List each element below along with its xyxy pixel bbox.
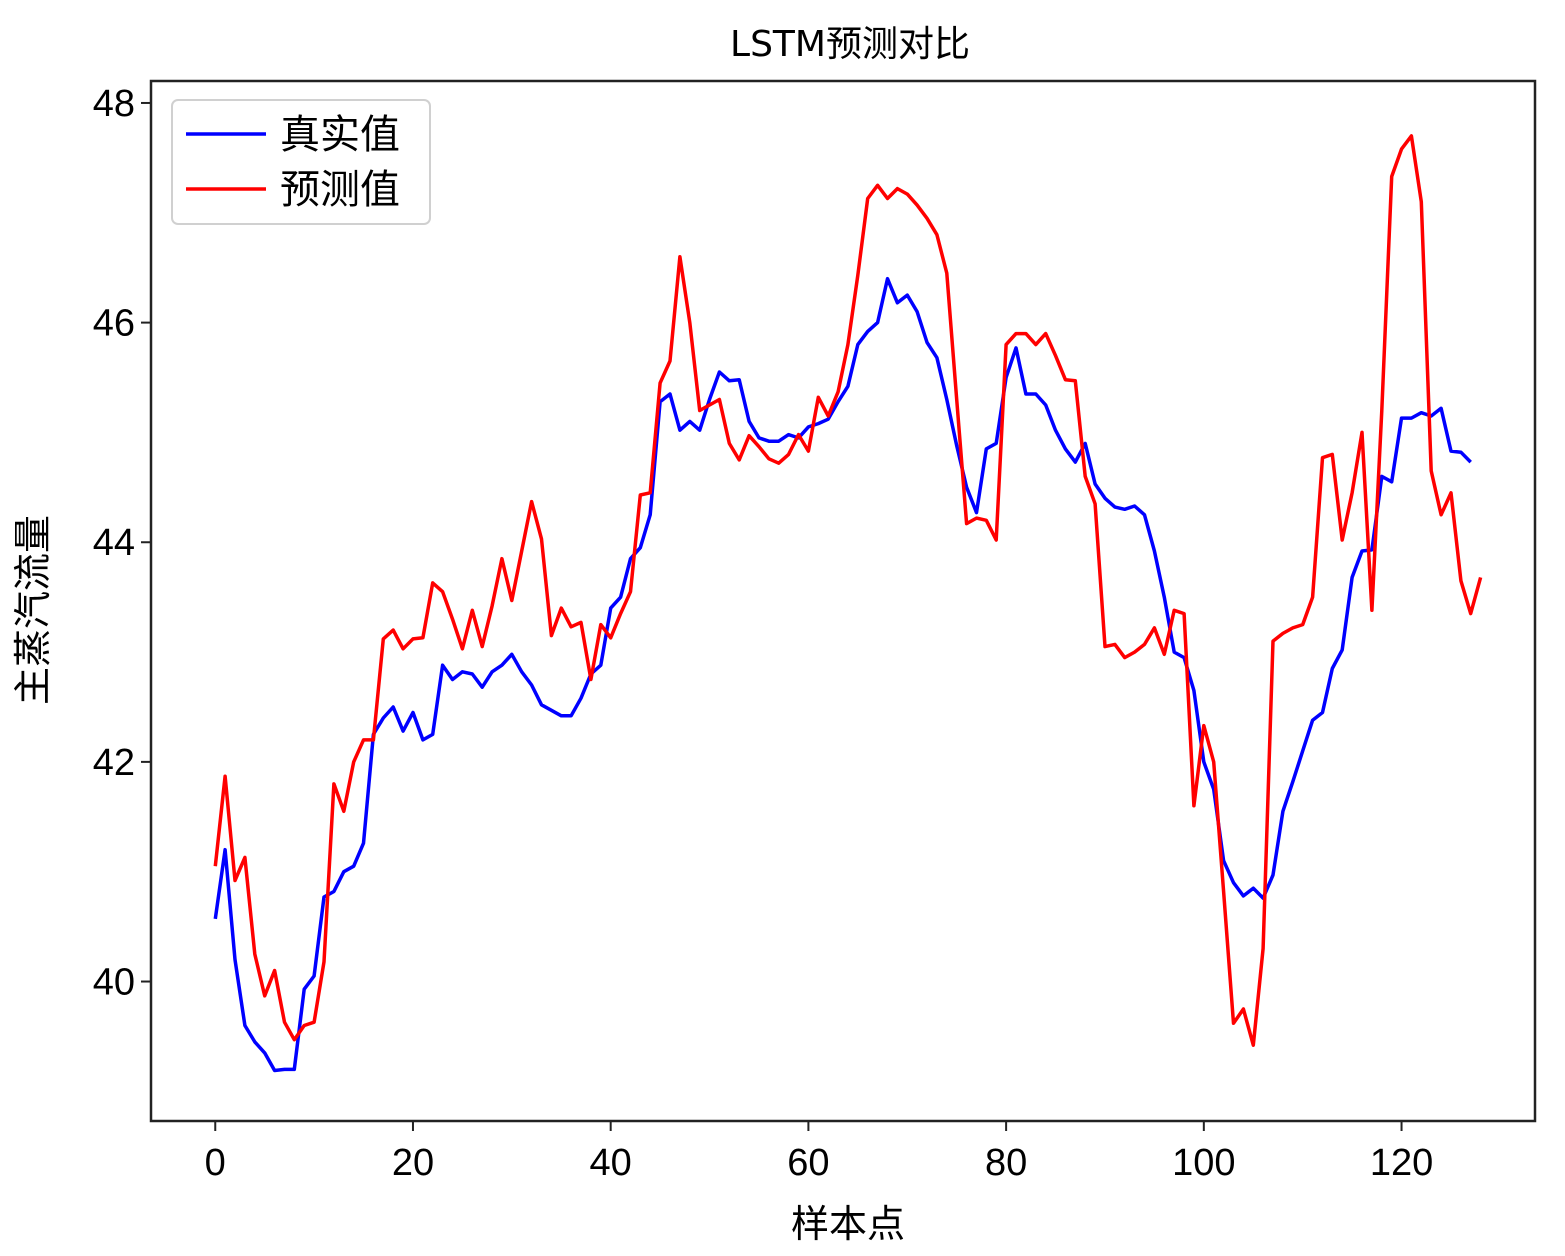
series-lines	[213, 134, 1483, 1073]
y-axis-title: 主蒸汽流量	[11, 515, 55, 705]
legend-label-actual: 真实值	[280, 112, 400, 158]
x-tick-label: 120	[1370, 1142, 1433, 1184]
plot-frame	[149, 79, 1537, 1123]
y-tick-label: 46	[93, 303, 135, 345]
x-tick-label: 0	[205, 1142, 226, 1184]
x-axis-title: 样本点	[791, 1202, 905, 1246]
x-tick-label: 100	[1172, 1142, 1235, 1184]
x-tick-label: 20	[392, 1142, 434, 1184]
chart-title: LSTM预测对比	[730, 24, 970, 65]
y-tick-label: 42	[93, 742, 135, 784]
legend-label-predicted: 预测值	[280, 167, 400, 213]
x-tick-label: 40	[590, 1142, 632, 1184]
series-line-actual	[213, 276, 1472, 1073]
legend-box	[171, 99, 431, 225]
x-tick-label: 80	[985, 1142, 1027, 1184]
y-tick-label: 44	[93, 522, 135, 564]
x-axis-ticks: 0 20 40 60 80 100 120	[205, 1121, 1433, 1184]
series-line-predicted	[213, 134, 1483, 1047]
x-tick-label: 60	[787, 1142, 829, 1184]
y-tick-label: 48	[93, 83, 135, 125]
y-axis-ticks: 40 42 44 46 48	[93, 83, 151, 1004]
legend: 真实值 预测值	[171, 99, 431, 225]
y-tick-label: 40	[93, 962, 135, 1004]
